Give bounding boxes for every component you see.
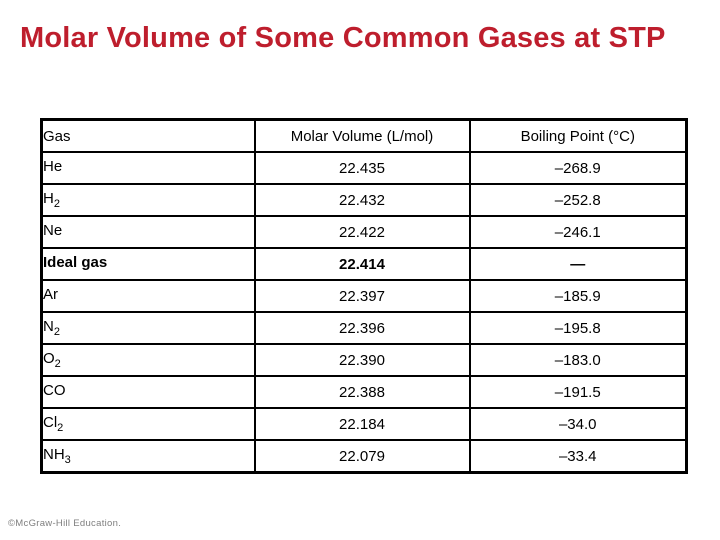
gas-symbol: Ideal gas <box>43 253 108 271</box>
gas-symbol: H <box>43 189 54 207</box>
table-row: NH3 22.079 –33.4 <box>40 439 688 474</box>
table-row: H2 22.432 –252.8 <box>40 183 688 217</box>
table-header-row: Gas Molar Volume (L/mol) Boiling Point (… <box>40 118 688 153</box>
molar-volume-cell: 22.184 <box>253 407 471 441</box>
gas-symbol: Ne <box>43 221 63 239</box>
gas-name-cell: Ar <box>40 279 256 313</box>
molar-volume-cell: 22.397 <box>253 279 471 313</box>
molar-volume-cell: 22.388 <box>253 375 471 409</box>
gas-subscript: 2 <box>57 421 64 434</box>
gas-name-cell: CO <box>40 375 256 409</box>
column-header-gas: Gas <box>40 118 256 153</box>
gas-name-cell: N2 <box>40 311 256 345</box>
gas-subscript: 3 <box>64 453 71 466</box>
gas-subscript: 2 <box>53 325 60 338</box>
boiling-point-cell: –185.9 <box>468 279 688 313</box>
boiling-point-cell: –252.8 <box>468 183 688 217</box>
gas-symbol: N <box>43 317 54 335</box>
copyright-credit: ©McGraw-Hill Education. <box>8 518 122 529</box>
boiling-point-cell: –268.9 <box>468 151 688 185</box>
gases-table: Gas Molar Volume (L/mol) Boiling Point (… <box>40 118 688 474</box>
molar-volume-cell: 22.390 <box>253 343 471 377</box>
boiling-point-cell: –183.0 <box>468 343 688 377</box>
gas-name-cell: Cl2 <box>40 407 256 441</box>
table-row: Ne 22.422 –246.1 <box>40 215 688 249</box>
gas-name-cell: Ne <box>40 215 256 249</box>
boiling-point-cell: –34.0 <box>468 407 688 441</box>
table-row: N2 22.396 –195.8 <box>40 311 688 345</box>
molar-volume-cell: 22.432 <box>253 183 471 217</box>
molar-volume-cell: 22.422 <box>253 215 471 249</box>
molar-volume-cell: 22.079 <box>253 439 471 474</box>
table-row: O2 22.390 –183.0 <box>40 343 688 377</box>
boiling-point-cell: –246.1 <box>468 215 688 249</box>
gas-name-cell: NH3 <box>40 439 256 474</box>
column-header-molar-volume: Molar Volume (L/mol) <box>253 118 471 153</box>
table-row: Cl2 22.184 –34.0 <box>40 407 688 441</box>
gas-subscript: 2 <box>53 197 60 210</box>
gas-name-cell: H2 <box>40 183 256 217</box>
gas-name-cell: Ideal gas <box>40 247 256 281</box>
gas-symbol: NH <box>43 445 65 463</box>
page-title: Molar Volume of Some Common Gases at STP <box>20 22 666 54</box>
boiling-point-cell: –195.8 <box>468 311 688 345</box>
gas-name-cell: He <box>40 151 256 185</box>
gas-symbol: CO <box>43 381 66 399</box>
table-row: He 22.435 –268.9 <box>40 151 688 185</box>
molar-volume-cell: 22.435 <box>253 151 471 185</box>
table-row: Ar 22.397 –185.9 <box>40 279 688 313</box>
table-row-ideal-gas: Ideal gas 22.414 — <box>40 247 688 281</box>
boiling-point-cell: — <box>468 247 688 281</box>
gas-symbol: O <box>43 349 55 367</box>
gas-subscript: 2 <box>54 357 61 370</box>
boiling-point-cell: –191.5 <box>468 375 688 409</box>
gas-symbol: He <box>43 157 63 175</box>
boiling-point-cell: –33.4 <box>468 439 688 474</box>
gas-name-cell: O2 <box>40 343 256 377</box>
molar-volume-cell: 22.414 <box>253 247 471 281</box>
table-row: CO 22.388 –191.5 <box>40 375 688 409</box>
molar-volume-cell: 22.396 <box>253 311 471 345</box>
gas-symbol: Cl <box>43 413 58 431</box>
gas-symbol: Ar <box>43 285 58 303</box>
column-header-boiling-point: Boiling Point (°C) <box>468 118 688 153</box>
